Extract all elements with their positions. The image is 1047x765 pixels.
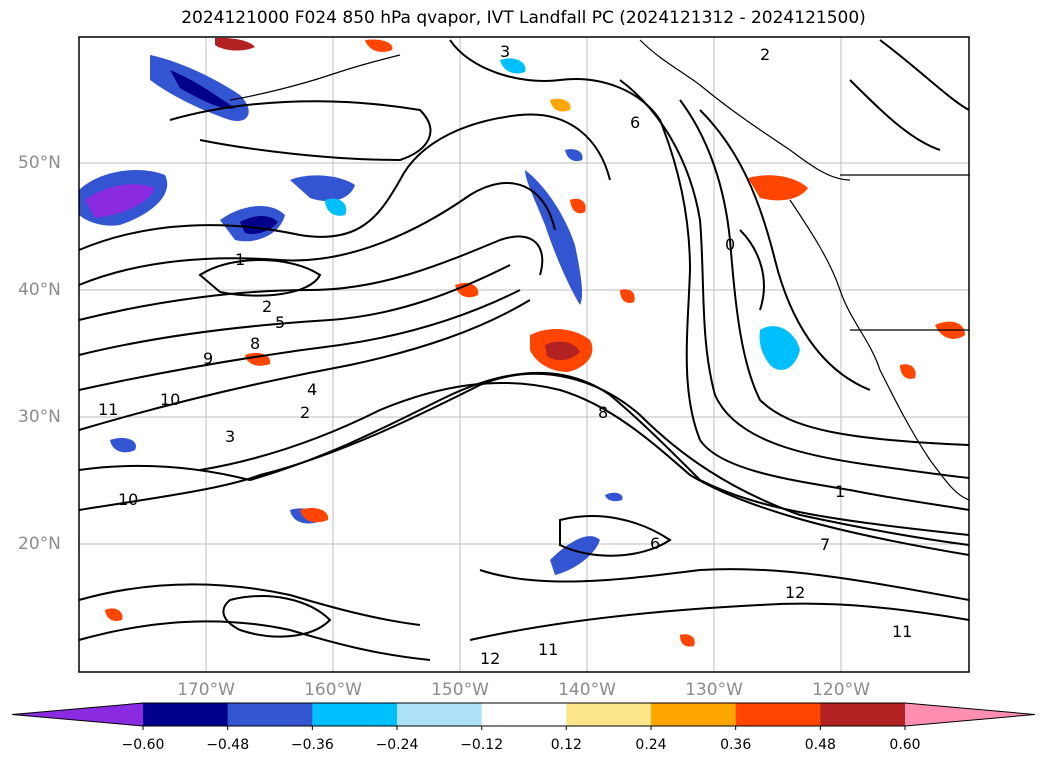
contour-label: 1 [235, 250, 245, 269]
contour-label: 12 [480, 649, 500, 668]
colorbar-tick-label: 0.12 [550, 737, 582, 753]
colorbar-segment [312, 703, 398, 726]
lon-label-150w: 150°W [431, 680, 489, 700]
lat-label-30n: 30°N [18, 407, 61, 427]
colorbar-segment [651, 703, 737, 726]
colorbar-segment [481, 703, 567, 726]
coastline [229, 39, 970, 501]
contour-label: 6 [630, 113, 640, 132]
contour-label: 3 [500, 42, 510, 61]
contour-label: 0 [725, 235, 735, 254]
contour-label: 11 [892, 622, 912, 641]
colorbar-tick-label: −0.24 [375, 737, 419, 753]
colorbar-tick-label: 0.60 [889, 737, 921, 753]
lon-label-140w: 140°W [558, 680, 616, 700]
contour-label: 12 [785, 583, 805, 602]
contour-label: 5 [275, 313, 285, 332]
lat-label-40n: 40°N [18, 280, 61, 300]
colorbar-tick-label: −0.48 [206, 737, 250, 753]
colorbar-segment [820, 703, 906, 726]
lon-label-130w: 130°W [685, 680, 743, 700]
gridlines [79, 37, 969, 672]
lon-label-120w: 120°W [812, 680, 870, 700]
contour-label: 2 [760, 45, 770, 64]
contour-label: 6 [650, 534, 660, 553]
contour-label: 11 [98, 400, 118, 419]
lat-label-20n: 20°N [18, 534, 61, 554]
contour-label: 11 [538, 640, 558, 659]
lat-label-50n: 50°N [18, 153, 61, 173]
contour-label: 8 [250, 334, 260, 353]
contour-label: 8 [598, 403, 608, 422]
contour-label: 3 [225, 427, 235, 446]
contour-label: 1 [835, 482, 845, 501]
colorbar [11, 702, 1036, 730]
lon-label-160w: 160°W [304, 680, 362, 700]
colorbar-tick-label: −0.60 [121, 737, 165, 753]
colorbar-segment [227, 703, 313, 726]
contour-label: 10 [160, 390, 180, 409]
colorbar-tick-label: 0.48 [804, 737, 836, 753]
contour-labels: 1 2 3 4 5 6 8 9 10 11 12 0 7 12 11 11 1 … [98, 42, 912, 668]
colorbar-tick-label: −0.12 [460, 737, 504, 753]
colorbar-segment [735, 703, 821, 726]
colorbar-tick-label: −0.36 [290, 737, 334, 753]
colorbar-extend-low [12, 703, 143, 726]
contour-label: 9 [203, 349, 213, 368]
lon-label-170w: 170°W [177, 680, 235, 700]
contour-label: 2 [300, 403, 310, 422]
plot-title: 2024121000 F024 850 hPa qvapor, IVT Land… [181, 8, 866, 28]
contour-label: 10 [118, 490, 138, 509]
colorbar-segment [397, 703, 483, 726]
colorbar-segment [143, 703, 229, 726]
colorbar-segment [566, 703, 652, 726]
positive-anomaly-patches [105, 37, 965, 647]
colorbar-tick-label: 0.36 [720, 737, 752, 753]
contour-label: 7 [820, 535, 830, 554]
colorbar-extend-high [905, 703, 1035, 726]
contour-label: 2 [262, 297, 272, 316]
contour-lines [78, 39, 970, 661]
contour-label: 4 [307, 380, 317, 399]
colorbar-tick-label: 0.24 [635, 737, 667, 753]
